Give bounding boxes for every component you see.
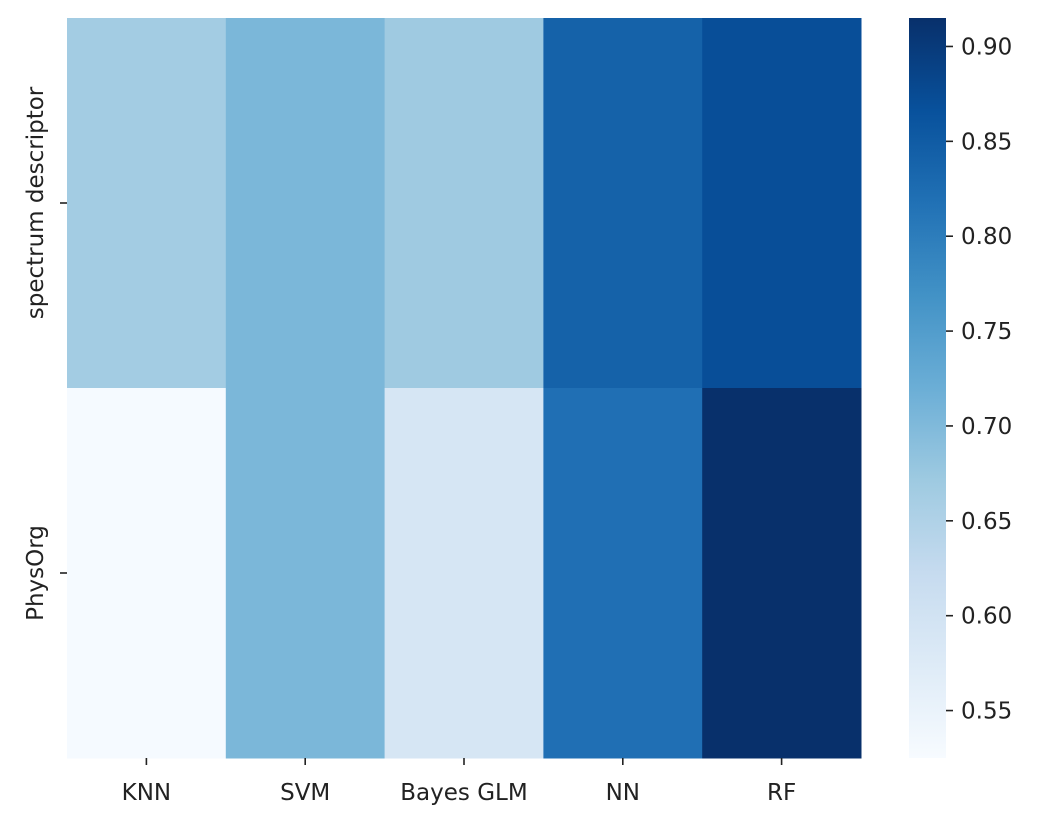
y-tick-label-physorg: PhysOrg — [23, 525, 49, 621]
heatmap-cell-physorg-knn — [67, 388, 227, 759]
colorbar-tick-label: 0.85 — [961, 129, 1012, 155]
colorbar-tick-label: 0.65 — [961, 509, 1012, 535]
colorbar-tick-label: 0.80 — [961, 224, 1012, 250]
x-tick-label-nn: NN — [606, 780, 640, 806]
heatmap-cell-physorg-nn — [543, 388, 703, 759]
heatmap-cell-spectrum-descriptor-bayes-glm — [384, 18, 544, 389]
y-axis: spectrum descriptor PhysOrg — [23, 86, 67, 621]
heatmap-cell-spectrum-descriptor-knn — [67, 18, 227, 389]
heatmap-cell-spectrum-descriptor-rf — [702, 18, 862, 389]
heatmap-cell-spectrum-descriptor-nn — [543, 18, 703, 389]
colorbar-tick-label: 0.90 — [961, 34, 1012, 60]
colorbar: 0.55 0.60 0.65 0.70 0.75 0.80 0.85 0.90 — [909, 18, 1012, 758]
y-tick-label-spectrum-descriptor: spectrum descriptor — [23, 86, 49, 319]
x-tick-label-bayes-glm: Bayes GLM — [400, 780, 527, 806]
heatmap-cell-physorg-svm — [225, 388, 386, 759]
x-tick-label-rf: RF — [767, 780, 796, 806]
colorbar-tick-label: 0.60 — [961, 604, 1012, 630]
x-axis: KNN SVM Bayes GLM NN RF — [122, 758, 796, 806]
heatmap-cells — [67, 18, 862, 759]
colorbar-tick-label: 0.55 — [961, 699, 1012, 725]
x-tick-label-svm: SVM — [280, 780, 330, 806]
heatmap-cell-physorg-bayes-glm — [384, 388, 544, 759]
heatmap-cell-physorg-rf — [702, 388, 862, 759]
colorbar-tick-label: 0.70 — [961, 414, 1012, 440]
heatmap-cell-spectrum-descriptor-svm — [225, 18, 386, 389]
colorbar-gradient — [909, 18, 946, 758]
x-tick-label-knn: KNN — [122, 780, 172, 806]
colorbar-tick-label: 0.75 — [961, 319, 1012, 345]
